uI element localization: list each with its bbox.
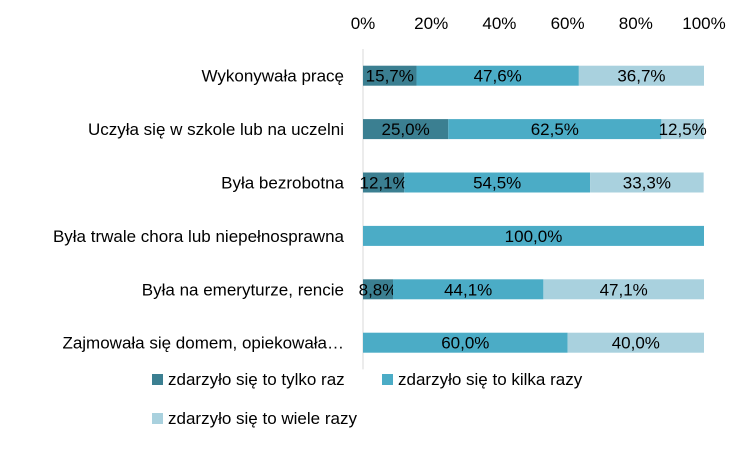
category-label: Wykonywała pracę	[201, 67, 344, 86]
x-tick-label: 80%	[619, 14, 653, 33]
data-label: 8,8%	[359, 280, 398, 299]
bar-segment	[567, 332, 704, 353]
data-label: 12,1%	[360, 174, 408, 193]
category-labels: Wykonywała pracę Uczyła się w szkole lub …	[53, 67, 345, 353]
data-label: 12,5%	[659, 120, 707, 139]
bar-segment	[363, 225, 704, 246]
legend-label: zdarzyło się to kilka razy	[398, 370, 583, 389]
legend-swatch	[152, 374, 163, 385]
category-label: Była bezrobotna	[221, 174, 344, 193]
legend-label: zdarzyło się to tylko raz	[168, 370, 345, 389]
bar-segment	[578, 65, 704, 86]
legend: zdarzyło się to tylko raz zdarzyło się to…	[152, 370, 583, 428]
bar-segment	[363, 65, 417, 86]
bars: 15,7% 47,6% 36,7% 25,0% 62,5% 12,5% 12,1% 54,5%…	[359, 49, 707, 370]
data-label: 47,1%	[600, 280, 648, 299]
data-label: 33,3%	[623, 174, 671, 193]
bar-segment	[416, 65, 579, 86]
category-label: Była trwale chora lub niepełnosprawna	[53, 227, 345, 246]
category-label: Była na emeryturze, rencie	[142, 280, 344, 299]
x-tick-label: 60%	[551, 14, 585, 33]
x-axis-ticks: 0% 20% 40% 60% 80% 100%	[351, 14, 726, 33]
bar-segment	[363, 119, 449, 140]
bar-segment	[393, 279, 544, 300]
x-tick-label: 40%	[482, 14, 516, 33]
data-label: 25,0%	[382, 120, 430, 139]
bar-segment	[363, 332, 568, 353]
category-label: Uczyła się w szkole lub na uczelni	[88, 120, 344, 139]
bar-segment	[363, 279, 394, 300]
bar-segment	[448, 119, 662, 140]
legend-label: zdarzyło się to wiele razy	[168, 409, 357, 428]
bar-segment	[661, 119, 704, 140]
bar-segment	[590, 172, 704, 193]
category-label: Zajmowała się domem, opiekowała…	[62, 334, 344, 353]
x-tick-label: 20%	[414, 14, 448, 33]
data-label: 54,5%	[473, 174, 521, 193]
bar-segment	[404, 172, 591, 193]
legend-swatch	[382, 374, 393, 385]
data-label: 15,7%	[366, 67, 414, 86]
data-label: 44,1%	[444, 280, 492, 299]
bar-segment	[543, 279, 704, 300]
bar-segment	[363, 172, 405, 193]
data-label: 100,0%	[505, 227, 563, 246]
x-tick-label: 0%	[351, 14, 376, 33]
data-label: 47,6%	[474, 67, 522, 86]
data-label: 36,7%	[617, 67, 665, 86]
x-tick-label: 100%	[682, 14, 725, 33]
data-label: 60,0%	[441, 334, 489, 353]
legend-swatch	[152, 413, 163, 424]
data-label: 62,5%	[531, 120, 579, 139]
data-label: 40,0%	[612, 334, 660, 353]
